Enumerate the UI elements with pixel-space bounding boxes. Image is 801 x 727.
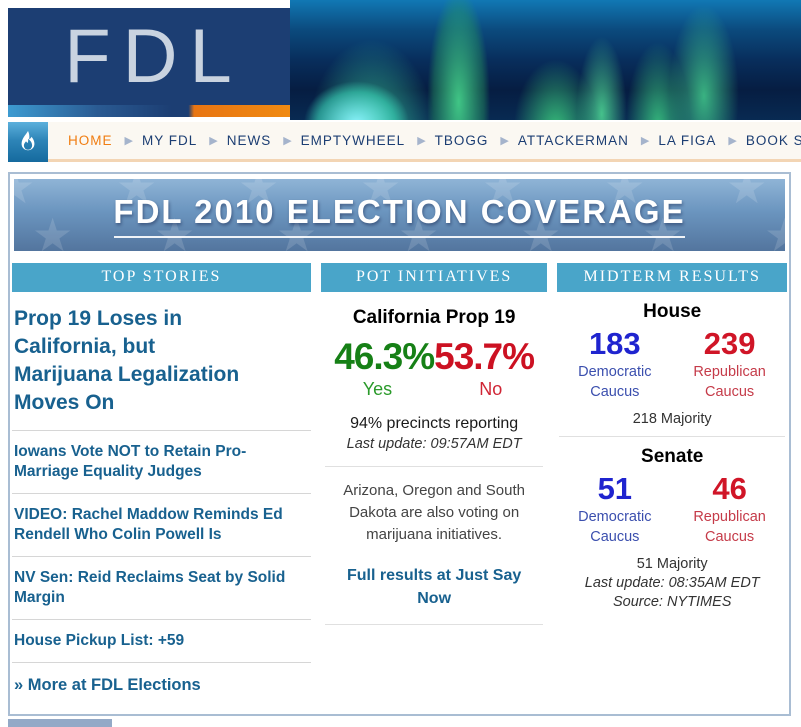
pot-last-update: Last update: 09:57AM EDT (346, 436, 522, 452)
story-link[interactable]: Iowans Vote NOT to Retain Pro-Marriage E… (14, 442, 247, 480)
story-link[interactable]: VIDEO: Rachel Maddow Reminds Ed Rendell … (14, 505, 283, 543)
story-unit: House Pickup List: +59 (12, 631, 311, 664)
banner-title: FDL 2010 ELECTION COVERAGE (113, 192, 686, 230)
nav-unit: ▶ LA FIGA (629, 133, 717, 148)
nav-separator-icon: ▶ (640, 135, 650, 147)
precincts-reporting: 94% precincts reporting (350, 415, 519, 432)
nav-separator-icon: ▶ (728, 135, 737, 147)
divider (12, 429, 311, 431)
nav-link[interactable]: LA FIGA (658, 133, 717, 148)
midterm-results-column: MIDTERM RESULTS House 183 239 Democratic… (557, 263, 787, 610)
chambers-list: House 183 239 Democratic Caucus Republic… (557, 292, 787, 572)
election-coverage-panel: FDL 2010 ELECTION COVERAGE TOP STORIES P… (8, 172, 791, 716)
divider (324, 624, 544, 626)
nav-separator-icon: ▶ (500, 135, 509, 147)
nav-unit: ▶ EMPTYWHEEL (271, 133, 405, 148)
nav-separator-icon: ▶ (417, 135, 426, 147)
dem-count: 51 (597, 471, 633, 507)
chamber-results: House 183 239 Democratic Caucus Republic… (557, 301, 787, 438)
story-unit: NV Sen: Reid Reclaims Seat by Solid Marg… (12, 568, 311, 621)
pot-initiatives-header: POT INITIATIVES (320, 263, 548, 292)
nav-links: ▶ HOME ▶ MY FDL ▶ NEWS ▶ EMPTYWHEEL ▶ TB… (48, 122, 801, 162)
no-percentage: 53.7% (434, 336, 535, 377)
flame-home-button[interactable] (8, 122, 48, 162)
divider (324, 466, 544, 467)
just-say-now-link[interactable]: Full results at Just Say Now (346, 567, 522, 607)
chamber-results: Senate 51 46 Democratic Caucus Republica… (557, 446, 787, 572)
story-list: Iowans Vote NOT to Retain Pro-Marriage E… (12, 431, 311, 664)
nav-link[interactable]: ATTACKERMAN (517, 133, 629, 148)
dem-caucus-label: Democratic Caucus (578, 509, 652, 545)
top-stories-column: TOP STORIES Prop 19 Loses in California,… (12, 263, 311, 695)
story-link[interactable]: NV Sen: Reid Reclaims Seat by Solid Marg… (14, 569, 286, 607)
fdl-logo-text: FDL (64, 13, 244, 99)
divider (12, 619, 311, 621)
flame-banner-image (290, 0, 801, 120)
rep-caucus-label: Republican Caucus (693, 509, 766, 545)
yes-label: Yes (362, 379, 393, 399)
election-banner: FDL 2010 ELECTION COVERAGE (14, 179, 785, 251)
other-states-note: Arizona, Oregon and South Dakota are als… (343, 482, 526, 543)
story-unit: VIDEO: Rachel Maddow Reminds Ed Rendell … (12, 505, 311, 558)
below-fold-element (8, 719, 112, 727)
divider (12, 556, 311, 558)
divider (559, 436, 785, 438)
more-elections-link[interactable]: » More at FDL Elections (14, 676, 201, 695)
divider (12, 662, 311, 664)
midterm-source: Source: NYTIMES (612, 594, 732, 611)
masthead: FDL (0, 0, 801, 122)
prop19-results: 46.3% 53.7% (321, 336, 548, 378)
nav-separator-icon: ▶ (209, 135, 218, 147)
dem-count: 183 (588, 326, 641, 361)
yes-percentage: 46.3% (334, 336, 435, 377)
yes-no-labels: Yes No (321, 379, 548, 400)
nav-unit: ▶ ATTACKERMAN (488, 133, 628, 148)
nav-link[interactable]: BOOK SALON (745, 133, 801, 148)
majority-threshold: 218 Majority (632, 411, 712, 428)
logo-gradient-stripe (8, 105, 290, 117)
rep-count: 239 (703, 326, 756, 361)
rep-count: 46 (712, 471, 747, 507)
nav-unit: ▶ NEWS (197, 133, 271, 148)
nav-link[interactable]: TBOGG (434, 133, 489, 148)
caucus-counts: 51 46 (557, 471, 787, 507)
story-unit: Iowans Vote NOT to Retain Pro-Marriage E… (12, 442, 311, 494)
fdl-logo[interactable]: FDL (8, 8, 290, 105)
nav-unit: ▶ HOME (68, 133, 113, 148)
divider (12, 492, 311, 494)
columns: TOP STORIES Prop 19 Loses in California,… (10, 263, 789, 695)
nav-link[interactable]: HOME (68, 133, 113, 148)
midterm-last-update: Last update: 08:35AM EDT (584, 575, 760, 592)
nav-separator-icon: ▶ (283, 135, 292, 147)
lead-story-link[interactable]: Prop 19 Loses in California, but Marijua… (14, 307, 240, 415)
no-label: No (479, 379, 503, 399)
pot-initiatives-column: POT INITIATIVES California Prop 19 46.3%… (320, 263, 548, 626)
top-stories-header: TOP STORIES (12, 263, 311, 292)
prop19-title: California Prop 19 (352, 307, 516, 328)
flame-icon (21, 131, 35, 151)
nav-unit: ▶ TBOGG (405, 133, 488, 148)
nav-link[interactable]: MY FDL (141, 133, 198, 148)
dem-caucus-label: Democratic Caucus (578, 364, 652, 400)
banner-underline (114, 235, 685, 238)
chamber-title: Senate (641, 446, 704, 468)
story-link[interactable]: House Pickup List: +59 (14, 632, 185, 650)
rep-caucus-label: Republican Caucus (693, 364, 766, 400)
caucus-labels: Democratic Caucus Republican Caucus (557, 363, 787, 402)
caucus-counts: 183 239 (557, 326, 787, 362)
nav-unit: ▶ MY FDL (113, 133, 198, 148)
nav-link[interactable]: EMPTYWHEEL (300, 133, 406, 148)
nav-link[interactable]: NEWS (226, 133, 272, 148)
nav-separator-icon: ▶ (124, 135, 133, 147)
majority-threshold: 51 Majority (636, 556, 708, 573)
nav-unit: ▶ BOOK SALON (716, 133, 801, 148)
main-navbar: ▶ HOME ▶ MY FDL ▶ NEWS ▶ EMPTYWHEEL ▶ TB… (8, 122, 801, 162)
caucus-labels: Democratic Caucus Republican Caucus (557, 508, 787, 547)
chamber-title: House (643, 301, 702, 322)
midterm-results-header: MIDTERM RESULTS (557, 263, 787, 292)
